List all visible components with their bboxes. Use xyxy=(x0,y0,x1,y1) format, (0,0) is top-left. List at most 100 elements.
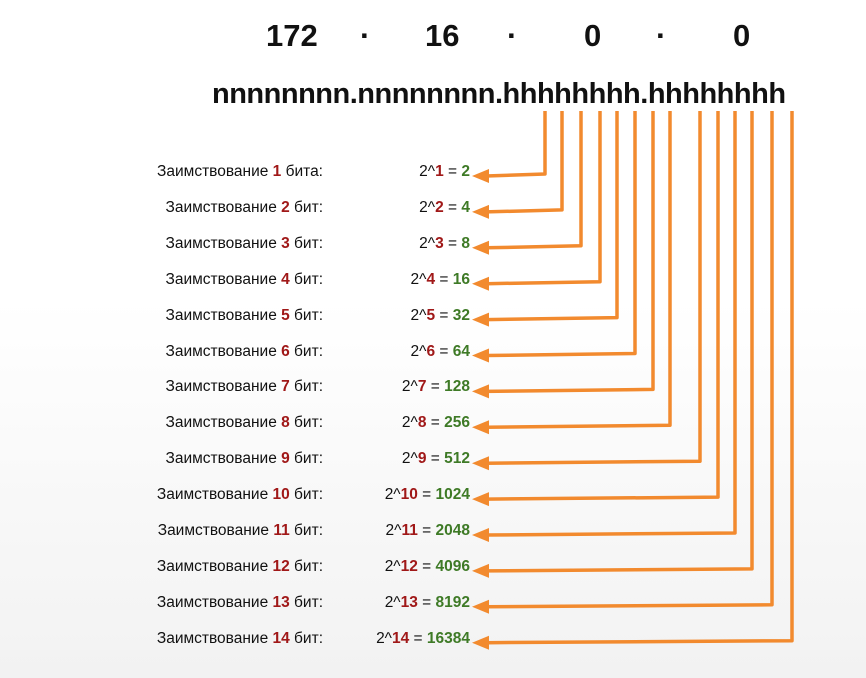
formula-base: 2^ xyxy=(410,270,427,288)
formula-equals: = xyxy=(435,270,453,288)
label-prefix: Заимствование xyxy=(165,414,282,432)
formula-exponent: 9 xyxy=(417,450,427,468)
arrowhead-icon xyxy=(472,276,489,291)
label-suffix: бит: xyxy=(289,306,323,324)
octet-separator: · xyxy=(656,18,667,53)
borrow-label: Заимствование 13 бит: xyxy=(157,594,323,612)
bits-count: 6 xyxy=(281,342,290,360)
power-formula: 2^5 = 32 xyxy=(411,307,470,325)
power-formula: 2^14 = 16384 xyxy=(376,630,470,648)
octet-1: 172 xyxy=(266,18,318,53)
label-suffix: бита: xyxy=(281,163,323,180)
octet-2: 16 xyxy=(425,18,460,53)
octet-4: 0 xyxy=(733,18,751,53)
formula-exponent: 3 xyxy=(435,234,444,252)
borrow-arrow-line xyxy=(485,111,754,573)
arrowhead-icon xyxy=(472,348,489,363)
borrow-label: Заимствование 10 бит: xyxy=(157,486,323,504)
formula-base: 2^ xyxy=(384,486,401,504)
formula-equals: = xyxy=(409,629,427,647)
formula-result: 8 xyxy=(461,234,470,252)
formula-result: 512 xyxy=(444,450,470,468)
borrow-row: Заимствование 2 бит: 2^2 = 4 xyxy=(0,199,866,223)
label-suffix: бит: xyxy=(289,198,323,216)
bits-count: 3 xyxy=(281,234,290,252)
label-prefix: Заимствование xyxy=(165,450,282,468)
arrowhead-icon xyxy=(472,204,489,219)
formula-base: 2^ xyxy=(401,450,418,468)
bits-count: 9 xyxy=(281,450,290,468)
bits-count: 14 xyxy=(272,629,290,647)
formula-exponent: 7 xyxy=(417,378,427,396)
borrow-row: Заимствование 14 бит: 2^14 = 16384 xyxy=(0,630,866,654)
power-formula: 2^13 = 8192 xyxy=(385,594,470,612)
power-formula: 2^11 = 2048 xyxy=(386,522,470,540)
power-formula: 2^10 = 1024 xyxy=(385,486,470,504)
power-formula: 2^2 = 4 xyxy=(419,199,470,217)
label-prefix: Заимствование xyxy=(156,593,273,611)
bits-count: 10 xyxy=(272,486,290,504)
borrow-arrow-line xyxy=(485,111,583,250)
arrowhead-icon xyxy=(472,635,489,650)
network-host-mask: nnnnnnnn.nnnnnnnn.hhhhhhhh.hhhhhhhh xyxy=(212,78,786,110)
borrow-row: Заимствование 12 бит: 2^12 = 4096 xyxy=(0,558,866,582)
arrowhead-icon xyxy=(472,528,489,542)
formula-exponent: 4 xyxy=(426,270,436,288)
formula-result: 1024 xyxy=(435,486,470,504)
borrow-row: Заимствование 8 бит: 2^8 = 256 xyxy=(0,414,866,438)
formula-result: 2048 xyxy=(435,522,470,539)
borrow-row: Заимствование 11 бит: 2^11 = 2048 xyxy=(0,522,866,546)
borrow-arrow-line xyxy=(485,111,774,609)
formula-exponent: 10 xyxy=(400,486,418,504)
borrow-row: Заимствование 9 бит: 2^9 = 512 xyxy=(0,450,866,474)
formula-base: 2^ xyxy=(385,522,402,539)
formula-equals: = xyxy=(435,342,453,360)
borrow-row: Заимствование 4 бит: 2^4 = 16 xyxy=(0,271,866,295)
octet-separator: · xyxy=(360,18,371,53)
arrowhead-icon xyxy=(472,384,489,399)
borrow-label: Заимствование 9 бит: xyxy=(165,450,323,468)
borrow-label: Заимствование 7 бит: xyxy=(165,378,323,396)
borrow-label: Заимствование 2 бит: xyxy=(165,199,323,217)
label-suffix: бит: xyxy=(289,557,323,575)
label-suffix: бит: xyxy=(289,342,323,360)
formula-exponent: 12 xyxy=(400,557,418,575)
borrow-label: Заимствование 11 бит: xyxy=(158,522,323,540)
formula-equals: = xyxy=(426,378,445,396)
label-prefix: Заимствование xyxy=(156,629,273,647)
power-formula: 2^7 = 128 xyxy=(402,378,470,396)
label-suffix: бит: xyxy=(289,234,323,252)
label-prefix: Заимствование xyxy=(157,163,273,180)
borrow-arrow-line xyxy=(485,111,637,358)
borrow-arrow-line xyxy=(485,111,720,501)
formula-equals: = xyxy=(426,450,445,468)
formula-exponent: 11 xyxy=(401,522,418,539)
formula-exponent: 6 xyxy=(426,342,436,360)
label-prefix: Заимствование xyxy=(165,198,282,216)
arrowhead-icon xyxy=(472,312,489,327)
power-formula: 2^3 = 8 xyxy=(419,235,470,253)
formula-base: 2^ xyxy=(384,593,401,611)
formula-base: 2^ xyxy=(419,163,436,180)
borrow-arrow-line xyxy=(485,111,672,430)
bits-count: 5 xyxy=(281,306,290,324)
borrow-arrow-line xyxy=(485,111,702,465)
power-formula: 2^8 = 256 xyxy=(402,414,470,432)
formula-equals: = xyxy=(417,486,436,504)
label-suffix: бит: xyxy=(289,486,323,504)
bits-count: 2 xyxy=(281,198,290,216)
borrow-label: Заимствование 1 бита: xyxy=(157,163,323,181)
power-formula: 2^4 = 16 xyxy=(411,271,470,289)
borrow-arrow-line xyxy=(485,111,737,537)
octet-separator: · xyxy=(507,18,518,53)
arrowhead-icon xyxy=(472,492,489,507)
borrow-arrow-line xyxy=(485,111,602,286)
formula-result: 32 xyxy=(452,306,470,324)
borrow-arrow-line xyxy=(485,111,564,214)
power-formula: 2^1 = 2 xyxy=(419,163,470,181)
formula-result: 8192 xyxy=(435,593,470,611)
borrow-label: Заимствование 8 бит: xyxy=(165,414,323,432)
formula-base: 2^ xyxy=(410,342,427,360)
borrow-row: Заимствование 10 бит: 2^10 = 1024 xyxy=(0,486,866,510)
